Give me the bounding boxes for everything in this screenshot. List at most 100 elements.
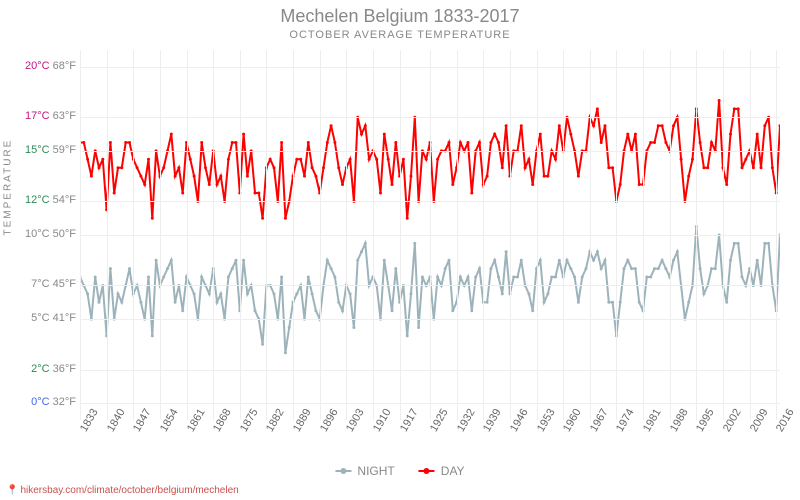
gridline — [670, 50, 671, 420]
y-tick-label: 0°C 32°F — [31, 396, 76, 408]
chart-title: Mechelen Belgium 1833-2017 — [0, 0, 800, 27]
series-marker — [299, 158, 302, 161]
series-marker — [459, 276, 462, 279]
series-marker — [330, 267, 333, 270]
series-marker — [82, 141, 85, 144]
series-marker — [672, 259, 675, 262]
series-marker — [425, 158, 428, 161]
series-marker — [295, 292, 298, 295]
series-marker — [120, 166, 123, 169]
gridline — [483, 50, 484, 420]
series-marker — [326, 141, 329, 144]
series-marker — [505, 250, 508, 253]
series-marker — [139, 175, 142, 178]
series-marker — [204, 166, 207, 169]
series-marker — [219, 175, 222, 178]
series-marker — [120, 301, 123, 304]
series-marker — [303, 175, 306, 178]
gridline — [160, 50, 161, 420]
series-marker — [136, 166, 139, 169]
series-marker — [273, 166, 276, 169]
series-marker — [90, 175, 93, 178]
series-marker — [645, 276, 648, 279]
y-tick-label: 20°C 68°F — [25, 60, 76, 72]
series-marker — [246, 175, 249, 178]
y-axis-label: TEMPERATURE — [3, 139, 14, 236]
chart-subtitle: OCTOBER AVERAGE TEMPERATURE — [0, 27, 800, 41]
series-marker — [581, 276, 584, 279]
legend: NIGHT DAY — [335, 464, 464, 478]
series-marker — [527, 292, 530, 295]
series-marker — [162, 166, 165, 169]
series-marker — [364, 242, 367, 245]
series-marker — [497, 141, 500, 144]
series-marker — [630, 267, 633, 270]
series-marker — [98, 301, 101, 304]
series-marker — [478, 141, 481, 144]
series-marker — [436, 158, 439, 161]
series-marker — [714, 267, 717, 270]
series-marker — [779, 124, 781, 127]
series-marker — [600, 267, 603, 270]
series-marker — [322, 166, 325, 169]
series-marker — [200, 141, 203, 144]
gridline — [80, 50, 81, 420]
series-marker — [288, 326, 291, 329]
gridline — [213, 50, 214, 420]
series-marker — [569, 133, 572, 136]
series-marker — [261, 217, 264, 220]
series-marker — [117, 292, 120, 295]
series-marker — [638, 301, 641, 304]
series-marker — [737, 107, 740, 110]
series-marker — [349, 292, 352, 295]
series-marker — [516, 276, 519, 279]
series-marker — [341, 183, 344, 186]
series-marker — [170, 133, 173, 136]
series-marker — [478, 267, 481, 270]
series-marker — [664, 141, 667, 144]
series-marker — [756, 259, 759, 262]
series-marker — [326, 259, 329, 262]
series-marker — [391, 183, 394, 186]
series-marker — [661, 259, 664, 262]
series-marker — [360, 133, 363, 136]
series-marker — [687, 301, 690, 304]
series-marker — [596, 250, 599, 253]
series-marker — [680, 158, 683, 161]
series-marker — [531, 183, 534, 186]
series-marker — [520, 124, 523, 127]
series-marker — [657, 124, 660, 127]
footer-url: hikersbay.com/climate/october/belgium/me… — [20, 485, 238, 496]
series-marker — [208, 292, 211, 295]
series-marker — [474, 276, 477, 279]
y-tick-label: 10°C 50°F — [25, 228, 76, 240]
series-marker — [341, 309, 344, 312]
series-marker — [451, 309, 454, 312]
legend-label-day: DAY — [441, 464, 465, 478]
series-marker — [512, 276, 515, 279]
series-marker — [611, 166, 614, 169]
series-marker — [333, 276, 336, 279]
y-tick-label: 15°C 59°F — [25, 144, 76, 156]
series-marker — [189, 158, 192, 161]
pin-icon: 📍 — [6, 485, 18, 496]
series-marker — [489, 267, 492, 270]
gridline — [510, 50, 511, 420]
series-marker — [592, 259, 595, 262]
series-marker — [626, 259, 629, 262]
series-marker — [311, 292, 314, 295]
gridline — [457, 50, 458, 420]
series-marker — [702, 166, 705, 169]
series-marker — [101, 158, 104, 161]
gridline — [266, 50, 267, 420]
series-marker — [86, 158, 89, 161]
series-marker — [273, 292, 276, 295]
series-marker — [269, 158, 272, 161]
series-marker — [330, 124, 333, 127]
legend-item-night: NIGHT — [335, 464, 394, 478]
series-marker — [653, 141, 656, 144]
series-marker — [725, 301, 728, 304]
series-marker — [607, 301, 610, 304]
series-marker — [638, 183, 641, 186]
gridline — [187, 50, 188, 420]
